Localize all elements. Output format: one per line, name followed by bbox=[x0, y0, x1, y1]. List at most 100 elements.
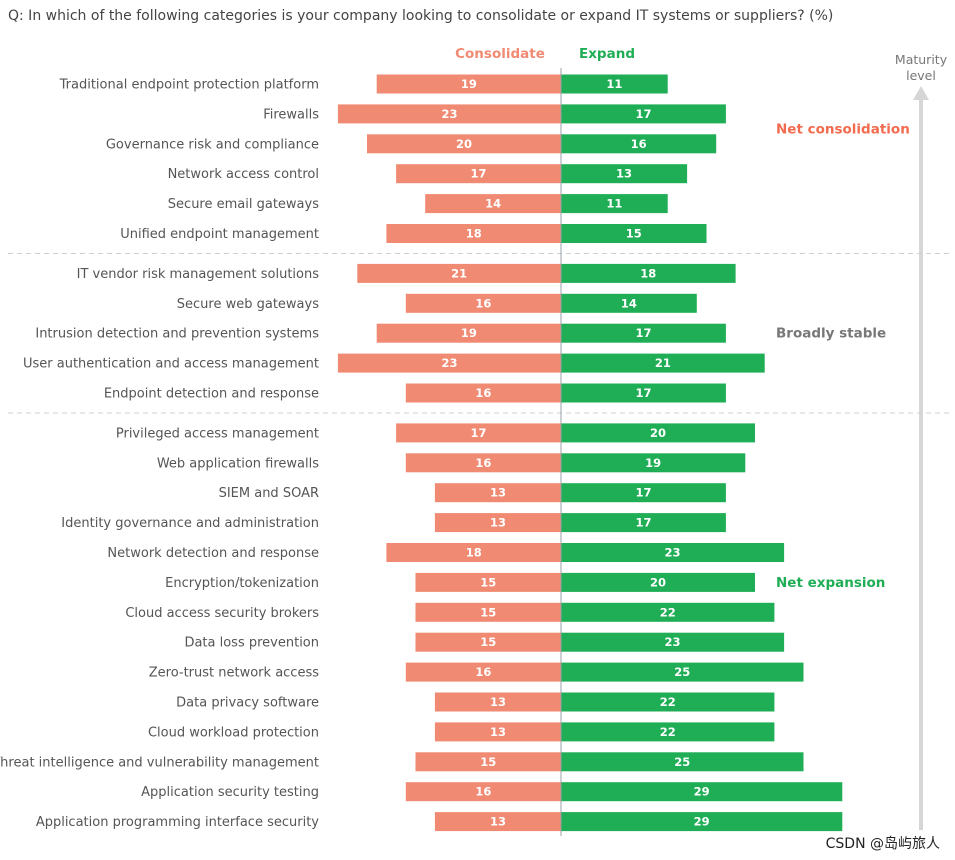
category-label: Network access control bbox=[168, 167, 319, 182]
consolidate-header: Consolidate bbox=[455, 46, 545, 62]
consolidate-bar bbox=[376, 323, 561, 343]
expand-bar bbox=[561, 293, 697, 313]
consolidate-bar bbox=[405, 782, 561, 802]
expand-value-label: 23 bbox=[665, 635, 681, 649]
chart-row: Intrusion detection and prevention syste… bbox=[35, 323, 726, 343]
consolidate-value-label: 23 bbox=[441, 107, 457, 121]
chart-row: Data privacy software 13 22 bbox=[176, 692, 775, 712]
category-label: User authentication and access managemen… bbox=[23, 357, 319, 372]
expand-value-label: 20 bbox=[650, 575, 666, 589]
consolidate-bar bbox=[415, 752, 561, 772]
expand-bar bbox=[561, 164, 688, 184]
category-label: Application programming interface securi… bbox=[36, 815, 319, 830]
expand-bar bbox=[561, 104, 726, 124]
chart-row: Endpoint detection and response 16 17 bbox=[104, 383, 726, 403]
expand-bar bbox=[561, 752, 804, 772]
consolidate-value-label: 18 bbox=[466, 546, 482, 560]
consolidate-bar bbox=[405, 453, 561, 473]
chart-row: Zero-trust network access 16 25 bbox=[149, 662, 804, 682]
maturity-label-line2: level bbox=[906, 68, 936, 83]
consolidate-bar bbox=[357, 263, 561, 283]
consolidate-bar bbox=[434, 722, 561, 742]
chart-row: Identity governance and administration 13… bbox=[61, 513, 726, 533]
expand-bar bbox=[561, 383, 726, 403]
expand-value-label: 11 bbox=[606, 197, 622, 211]
expand-bar bbox=[561, 692, 775, 712]
expand-bar bbox=[561, 134, 717, 154]
consolidate-value-label: 19 bbox=[461, 77, 477, 91]
category-label: Zero-trust network access bbox=[149, 666, 319, 681]
expand-bar bbox=[561, 224, 707, 243]
expand-bar bbox=[561, 632, 785, 652]
consolidate-bar bbox=[434, 513, 561, 533]
consolidate-value-label: 13 bbox=[490, 695, 506, 709]
consolidate-bar bbox=[337, 353, 561, 373]
expand-value-label: 16 bbox=[631, 137, 647, 151]
consolidate-bar bbox=[386, 543, 561, 562]
category-label: Firewalls bbox=[263, 107, 319, 122]
consolidate-bar bbox=[405, 662, 561, 682]
consolidate-bar bbox=[386, 224, 561, 243]
consolidate-bar bbox=[415, 602, 561, 622]
consolidate-bar bbox=[434, 812, 561, 832]
consolidate-bar bbox=[367, 134, 561, 154]
watermark: CSDN @岛屿旅人 bbox=[826, 836, 940, 852]
chart-row: IT vendor risk management solutions 21 18 bbox=[77, 263, 736, 283]
consolidate-bar bbox=[434, 483, 561, 503]
category-label: Secure web gateways bbox=[177, 297, 319, 312]
consolidate-value-label: 13 bbox=[490, 486, 506, 500]
chart-row: User authentication and access managemen… bbox=[23, 353, 765, 373]
expand-bar bbox=[561, 543, 785, 562]
chart-row: Network access control 17 13 bbox=[168, 164, 688, 184]
group-label: Net expansion bbox=[776, 575, 885, 591]
consolidate-value-label: 13 bbox=[490, 516, 506, 530]
consolidate-value-label: 20 bbox=[456, 137, 472, 151]
category-label: SIEM and SOAR bbox=[219, 486, 319, 501]
expand-value-label: 19 bbox=[645, 456, 661, 470]
consolidate-value-label: 16 bbox=[475, 456, 491, 470]
maturity-label-line1: Maturity bbox=[895, 52, 948, 67]
expand-bar bbox=[561, 782, 843, 802]
chart-row: Privileged access management 17 20 bbox=[116, 423, 755, 443]
consolidate-value-label: 14 bbox=[485, 197, 501, 211]
consolidate-value-label: 17 bbox=[471, 167, 487, 181]
category-label: Identity governance and administration bbox=[61, 516, 319, 531]
chart-row: Unified endpoint management 18 15 bbox=[120, 224, 707, 243]
consolidate-bar bbox=[425, 194, 561, 214]
consolidate-value-label: 16 bbox=[475, 665, 491, 679]
consolidate-value-label: 13 bbox=[490, 815, 506, 829]
chart-row: Network detection and response 18 23 bbox=[107, 543, 785, 562]
category-label: Encryption/tokenization bbox=[165, 576, 319, 591]
category-label: Governance risk and compliance bbox=[106, 137, 319, 152]
expand-bar bbox=[561, 194, 668, 214]
category-label: Data privacy software bbox=[176, 696, 319, 711]
consolidate-bar bbox=[396, 164, 561, 184]
consolidate-value-label: 18 bbox=[466, 227, 482, 241]
expand-value-label: 22 bbox=[660, 725, 676, 739]
consolidate-value-label: 15 bbox=[480, 605, 496, 619]
expand-value-label: 21 bbox=[655, 356, 671, 370]
category-label: Intrusion detection and prevention syste… bbox=[35, 327, 319, 342]
group-label: Broadly stable bbox=[776, 326, 886, 342]
consolidate-bar bbox=[415, 632, 561, 652]
expand-bar bbox=[561, 323, 726, 343]
expand-value-label: 25 bbox=[674, 665, 690, 679]
category-label: Secure email gateways bbox=[168, 197, 319, 212]
expand-value-label: 23 bbox=[665, 546, 681, 560]
chart-row: Cloud access security brokers 15 22 bbox=[125, 602, 775, 622]
expand-bar bbox=[561, 513, 726, 533]
consolidate-value-label: 15 bbox=[480, 755, 496, 769]
chart-row: Secure web gateways 16 14 bbox=[177, 293, 697, 313]
category-label: Unified endpoint management bbox=[120, 227, 319, 242]
expand-bar bbox=[561, 453, 746, 473]
chart-row: Web application firewalls 16 19 bbox=[157, 453, 746, 473]
category-label: Network detection and response bbox=[107, 546, 319, 561]
expand-value-label: 22 bbox=[660, 605, 676, 619]
expand-value-label: 25 bbox=[674, 755, 690, 769]
category-label: Traditional endpoint protection platform bbox=[59, 78, 319, 93]
chart-row: Encryption/tokenization 15 20 bbox=[165, 572, 755, 592]
expand-bar bbox=[561, 423, 755, 443]
consolidate-bar bbox=[415, 572, 561, 592]
expand-value-label: 17 bbox=[635, 386, 651, 400]
chart-row: Firewalls 23 17 bbox=[263, 104, 726, 124]
